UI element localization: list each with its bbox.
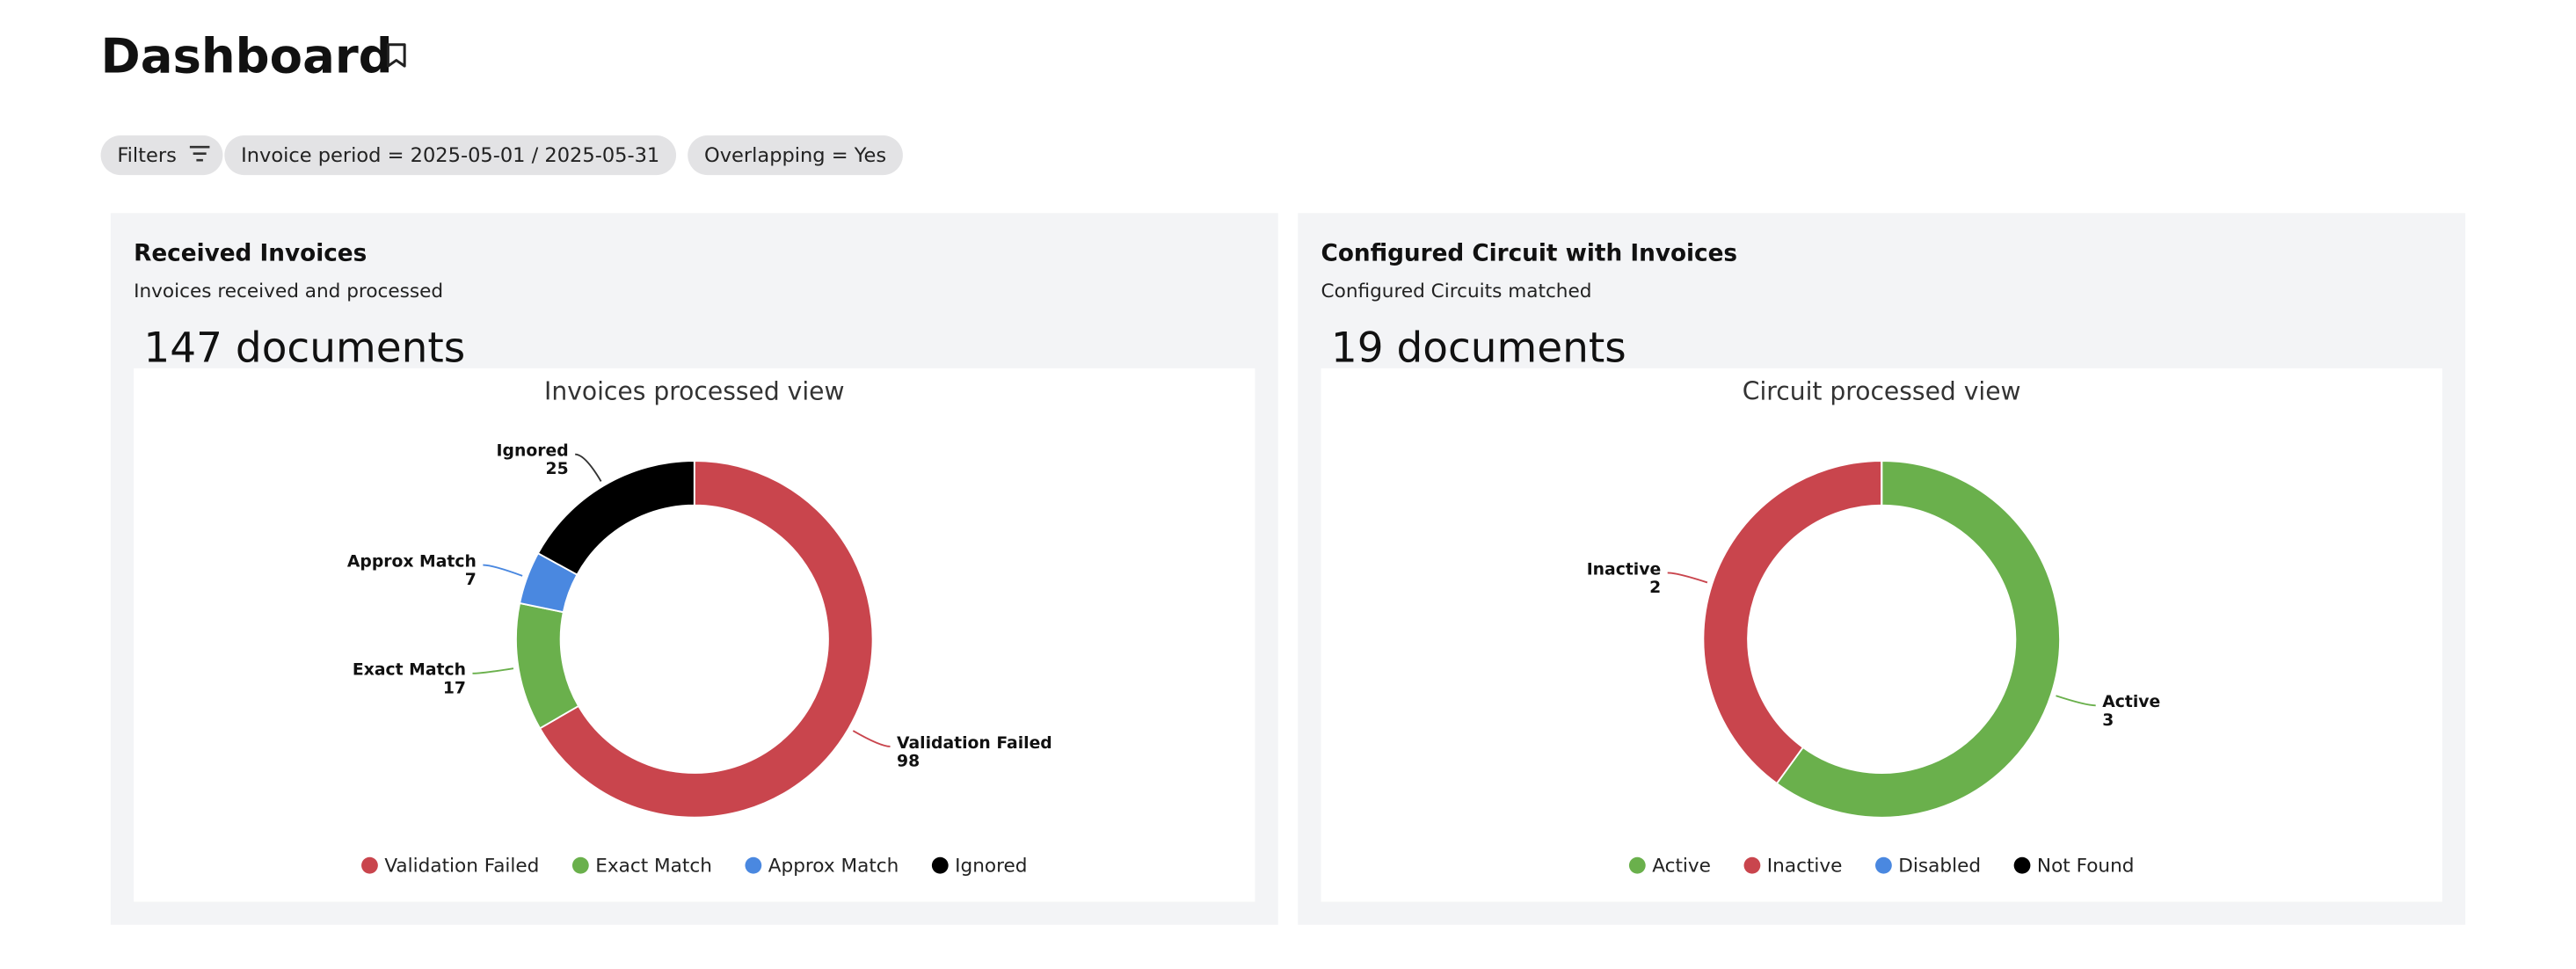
filter-chip[interactable]: Overlapping = Yes xyxy=(688,135,903,176)
legend-marker xyxy=(745,856,762,874)
legend-marker xyxy=(2013,856,2031,874)
legend-item[interactable]: Exact Match xyxy=(571,856,712,878)
chart-box xyxy=(134,368,1255,902)
legend-item[interactable]: Validation Failed xyxy=(361,856,539,878)
legend-marker xyxy=(1875,856,1892,874)
data-label-name: Exact Match xyxy=(353,661,466,680)
legend-marker xyxy=(361,856,378,874)
legend-marker xyxy=(1628,856,1646,874)
chip-label: Filters xyxy=(117,144,177,167)
document-count: 19 documents xyxy=(1331,324,1626,372)
chip-label: Overlapping = Yes xyxy=(704,144,886,167)
legend: Validation Failed Exact Match Approx Match… xyxy=(361,856,1028,878)
data-label-value: 2 xyxy=(1649,579,1661,597)
donut-slice xyxy=(536,460,695,576)
panel-subtitle: Configured Circuits matched xyxy=(1321,280,1592,302)
legend-item[interactable]: Ignored xyxy=(931,856,1028,878)
legend-item[interactable]: Disabled xyxy=(1875,856,1981,878)
panel-title: Configured Circuit with Invoices xyxy=(1321,241,1738,267)
chip-label: Invoice period = 2025-05-01 / 2025-05-31 xyxy=(241,144,659,167)
document-count: 147 documents xyxy=(143,324,465,372)
chart-title: Invoices processed view xyxy=(544,377,844,406)
chart-title: Circuit processed view xyxy=(1743,377,2021,406)
data-label-value: 25 xyxy=(546,460,569,478)
chip-bg xyxy=(224,135,677,176)
donut-slice xyxy=(538,460,874,819)
filter-chip[interactable]: Invoice period = 2025-05-01 / 2025-05-31 xyxy=(224,135,677,176)
data-label-name: Approx Match xyxy=(347,552,477,571)
legend-label: Inactive xyxy=(1767,856,1843,878)
data-label-value: 98 xyxy=(897,752,920,770)
legend-item[interactable]: Approx Match xyxy=(745,856,899,878)
data-label-value: 7 xyxy=(465,571,477,589)
page-title: Dashboard xyxy=(101,28,393,84)
legend-label: Disabled xyxy=(1898,856,1981,878)
donut-slice xyxy=(1775,460,2061,819)
data-label-value: 3 xyxy=(2102,711,2114,730)
filter-chip[interactable]: Filters xyxy=(100,135,223,176)
chip-bg xyxy=(100,135,223,176)
leader-line xyxy=(575,453,602,482)
legend-marker xyxy=(571,856,589,874)
legend-item[interactable]: Not Found xyxy=(2013,856,2135,878)
bookmark-icon[interactable] xyxy=(386,43,406,68)
panel-subtitle: Invoices received and processed xyxy=(134,280,443,302)
legend-label: Exact Match xyxy=(595,856,712,878)
legend-marker xyxy=(1743,856,1761,874)
leader-line xyxy=(852,730,891,747)
legend-item[interactable]: Inactive xyxy=(1743,856,1843,878)
donut-slice xyxy=(1702,460,1883,785)
legend: Active Inactive Disabled Not Found xyxy=(1628,856,2135,878)
legend-marker xyxy=(931,856,949,874)
chart-box xyxy=(1321,368,2442,902)
legend-label: Not Found xyxy=(2037,856,2135,878)
legend-label: Ignored xyxy=(955,856,1027,878)
leader-line xyxy=(2056,695,2096,707)
legend-item[interactable]: Active xyxy=(1628,856,1711,878)
data-label-name: Active xyxy=(2102,693,2160,711)
panel-title: Received Invoices xyxy=(134,241,367,267)
chip-bg xyxy=(688,135,903,176)
legend-label: Validation Failed xyxy=(384,856,539,878)
data-label-name: Validation Failed xyxy=(897,734,1052,753)
leader-line xyxy=(472,667,514,674)
legend-label: Active xyxy=(1652,856,1711,878)
legend-label: Approx Match xyxy=(768,856,899,878)
leader-line xyxy=(1667,572,1708,584)
data-label-value: 17 xyxy=(443,679,466,697)
data-label-name: Ignored xyxy=(497,442,569,461)
data-label-name: Inactive xyxy=(1587,560,1662,579)
leader-line xyxy=(483,564,523,577)
